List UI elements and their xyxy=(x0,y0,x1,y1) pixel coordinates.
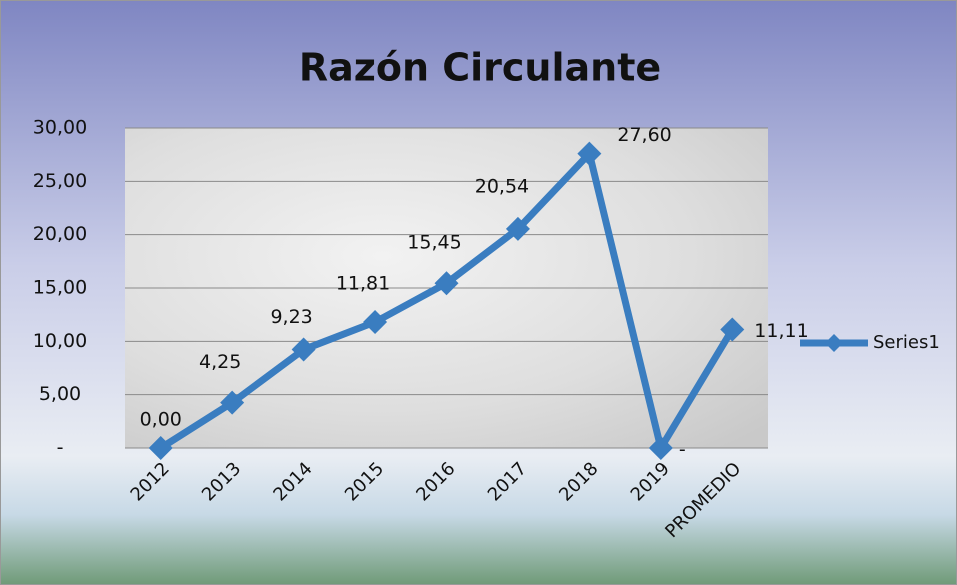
y-tick-label: 20,00 xyxy=(33,223,87,245)
chart-title: Razón Circulante xyxy=(299,46,661,90)
data-label: 27,60 xyxy=(617,124,671,146)
marker xyxy=(720,317,745,342)
marker xyxy=(434,271,459,296)
y-tick-label: 5,00 xyxy=(39,383,81,405)
y-tick-label: 25,00 xyxy=(33,170,87,192)
data-label: 9,23 xyxy=(270,306,312,328)
marker xyxy=(648,436,673,460)
marker xyxy=(291,337,316,362)
legend-label: Series1 xyxy=(873,332,940,353)
y-tick-label: 10,00 xyxy=(33,330,87,352)
marker xyxy=(505,216,530,241)
data-label: 4,25 xyxy=(199,351,241,373)
marker xyxy=(148,436,173,460)
data-label: 20,54 xyxy=(475,175,529,197)
marker xyxy=(220,390,245,415)
marker xyxy=(363,310,388,335)
data-label: 15,45 xyxy=(407,232,461,254)
y-tick-label: 15,00 xyxy=(33,277,87,299)
legend-marker xyxy=(825,334,843,352)
marker xyxy=(577,141,602,166)
data-label: 11,81 xyxy=(336,273,390,295)
data-label: - xyxy=(679,439,686,461)
data-label: 0,00 xyxy=(140,409,182,431)
y-tick-label: - xyxy=(57,437,64,459)
data-label: 11,11 xyxy=(754,320,808,342)
y-tick-label: 30,00 xyxy=(33,117,87,139)
